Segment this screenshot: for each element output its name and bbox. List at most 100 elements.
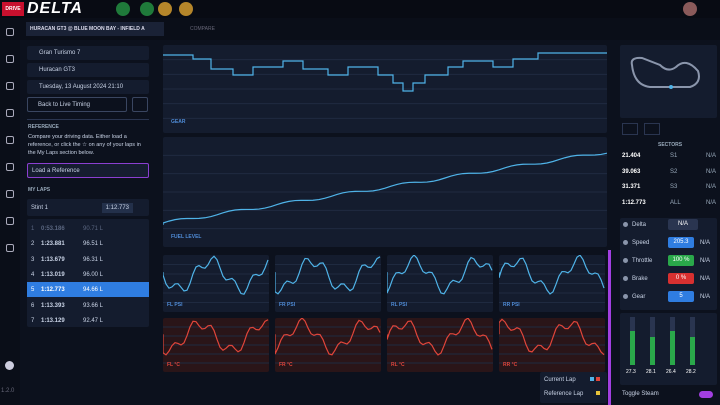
icon-button[interactable] <box>140 2 154 16</box>
car: Huracan GT3 <box>27 63 149 77</box>
live-panel: Delta N/A Speed 205.3 N/A Throttle 100 % N/A Bra… <box>620 218 717 310</box>
sector-time: 1:12.773 <box>622 199 646 206</box>
lap-fuel: 96.51 L <box>83 241 104 248</box>
gauge-label: 28.2 <box>686 369 696 375</box>
lap-row[interactable]: 7 1:13.129 92.47 L <box>27 313 149 328</box>
nav-icon[interactable] <box>6 82 14 90</box>
chart-label: RL PSI <box>391 302 408 308</box>
fuel-chart: FUEL LEVEL <box>163 137 607 247</box>
gauge-fill <box>630 331 635 365</box>
sector-time: 31.371 <box>622 184 641 190</box>
nav-icon[interactable] <box>6 109 14 117</box>
lap-row[interactable]: 6 1:13.393 93.66 L <box>27 298 149 313</box>
pressure-chart: RR PSI <box>499 255 605 312</box>
sector-name: S1 <box>670 153 678 159</box>
lap-row[interactable]: 1 0:53.186 90.71 L <box>27 221 149 236</box>
toggle-label: Toggle Steam <box>622 391 659 397</box>
chart-svg <box>275 318 381 364</box>
lap-fuel: 96.31 L <box>83 256 104 263</box>
lap-number: 2 <box>31 241 35 248</box>
gear-chart: GEAR <box>163 45 607 133</box>
scrollbar[interactable] <box>608 250 611 405</box>
lap-time: 1:23.881 <box>41 241 65 248</box>
gauge-label: 27.3 <box>626 369 636 375</box>
legend: Current Lap Reference Lap <box>540 372 607 403</box>
legend-swatch <box>596 391 600 395</box>
chart-label: FR °C <box>279 362 293 368</box>
track-outline <box>630 56 700 88</box>
trace <box>275 318 381 356</box>
stint-dropdown[interactable]: Stint 1 1:12.773 <box>27 199 149 216</box>
gauge-fill <box>650 337 655 365</box>
chart-label: RR °C <box>503 362 518 368</box>
chart-label: FUEL LEVEL <box>171 234 202 240</box>
pressure-chart: FL PSI <box>163 255 269 312</box>
chart-svg <box>387 318 493 364</box>
tab-bar: HURACAN GT3 @ BLUE MOON BAY - INFIELD A … <box>20 18 720 40</box>
live-value: N/A <box>668 219 698 230</box>
lap-row[interactable]: 2 1:23.881 96.51 L <box>27 236 149 251</box>
chart-svg <box>499 255 605 303</box>
stint-best: 1:12.773 <box>101 202 133 213</box>
live-icon <box>623 276 628 281</box>
car-position <box>669 85 673 89</box>
sector-time: 39.063 <box>622 168 641 175</box>
icon-button[interactable] <box>116 2 130 16</box>
toggle-row: Toggle Steam <box>622 388 717 400</box>
help-icon[interactable] <box>5 361 14 370</box>
lap-number: 3 <box>31 256 35 263</box>
map-button[interactable] <box>622 123 638 135</box>
lap-fuel: 90.71 L <box>83 226 104 232</box>
chart-svg <box>499 318 605 364</box>
logo: DELTA <box>27 0 83 17</box>
nav-icon[interactable] <box>6 28 14 36</box>
sector-time: 21.404 <box>622 153 641 159</box>
session-info: Gran Turismo 7 Huracan GT3 Tuesday, 13 A… <box>25 44 152 94</box>
live-label: Gear <box>632 294 646 300</box>
live-value: 205.3 <box>668 237 694 248</box>
lap-number: 1 <box>31 226 35 232</box>
icon-button[interactable] <box>158 2 172 16</box>
lap-row[interactable]: 5 1:12.773 94.66 L <box>27 282 149 298</box>
lap-number: 6 <box>31 302 35 309</box>
track-svg <box>630 56 700 89</box>
chart-svg <box>163 152 607 230</box>
nav-icon[interactable] <box>6 190 14 198</box>
nav-icon[interactable] <box>6 244 14 252</box>
back-button[interactable]: Back to Live Timing <box>27 97 127 112</box>
map-button[interactable] <box>644 123 660 135</box>
nav-icon[interactable] <box>6 163 14 171</box>
legend-current: Current Lap <box>544 377 576 383</box>
gauge-fill <box>690 337 695 365</box>
tab[interactable]: COMPARE <box>190 26 215 32</box>
temperature-chart: RL °C <box>387 318 493 372</box>
nav-icon[interactable] <box>6 217 14 225</box>
toggle-switch[interactable] <box>699 390 713 398</box>
avatar[interactable] <box>683 2 697 16</box>
top-bar: DRIVE DELTA <box>0 0 720 18</box>
nav-icon[interactable] <box>6 55 14 63</box>
lap-time: 1:13.393 <box>41 302 65 309</box>
lap-number: 4 <box>31 271 35 278</box>
live-label: Throttle <box>632 258 653 264</box>
nav-icon[interactable] <box>6 136 14 144</box>
refresh-button[interactable] <box>132 97 148 112</box>
lap-row[interactable]: 3 1:13.679 96.31 L <box>27 252 149 267</box>
lap-number: 5 <box>31 287 35 294</box>
divider <box>27 119 149 120</box>
live-delta: N/A <box>700 240 711 246</box>
gauges: 27.3 28.1 26.4 28.2 <box>620 313 717 385</box>
sector-name: ALL <box>670 199 681 206</box>
load-reference[interactable]: Load a Reference <box>27 163 149 178</box>
lap-fuel: 92.47 L <box>83 317 104 324</box>
gauge-label: 28.1 <box>646 369 656 375</box>
tab-active[interactable]: HURACAN GT3 @ BLUE MOON BAY - INFIELD A <box>26 22 164 36</box>
chart-label: FL PSI <box>167 302 183 308</box>
trace <box>163 255 269 295</box>
icon-button[interactable] <box>179 2 193 16</box>
live-icon <box>623 258 628 263</box>
lap-row[interactable]: 4 1:13.019 96.00 L <box>27 267 149 282</box>
chart-label: GEAR <box>171 119 186 125</box>
lap-fuel: 94.66 L <box>83 287 104 294</box>
lap-fuel: 93.66 L <box>83 302 104 309</box>
